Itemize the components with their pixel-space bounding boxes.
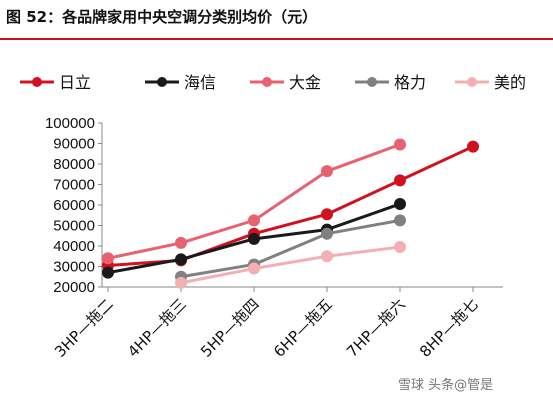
legend-label-3: 大金	[289, 73, 321, 92]
point-series-3-3	[248, 214, 260, 227]
legend-label-2: 海信	[184, 73, 216, 92]
legend-marker-4	[367, 77, 377, 87]
point-series-2-3	[248, 232, 260, 245]
point-series-3-2	[175, 236, 187, 249]
point-series-3-4	[321, 165, 333, 178]
x-tick-label-3: 5HP—拖四	[197, 295, 263, 361]
legend-marker-2	[157, 77, 167, 87]
legend-marker-5	[467, 77, 477, 87]
legend-label-4: 格力	[394, 73, 426, 92]
point-series-2-5	[394, 197, 406, 210]
point-series-5-2	[175, 276, 187, 289]
point-series-5-5	[394, 241, 406, 254]
point-series-2-2	[175, 253, 187, 266]
figure-title: 图 52：各品牌家用中央空调分类别均价（元）	[6, 8, 318, 26]
legend-marker-3	[262, 77, 272, 87]
point-series-1-6	[467, 140, 479, 153]
point-series-5-3	[248, 262, 260, 275]
legend-label-5: 美的	[494, 73, 526, 92]
point-series-5-4	[321, 250, 333, 263]
y-tick-label-3: 40000	[53, 238, 95, 255]
point-series-3-5	[394, 138, 406, 151]
y-tick-label-1: 20000	[53, 279, 95, 296]
legend-marker-1	[32, 77, 42, 87]
point-series-1-4	[321, 208, 333, 221]
y-tick-label-4: 50000	[53, 218, 95, 235]
x-tick-label-6: 8HP—拖七	[416, 295, 482, 361]
y-tick-label-5: 60000	[53, 197, 95, 214]
series-line-4	[180, 218, 401, 279]
title-rule	[0, 38, 553, 40]
point-series-1-5	[394, 174, 406, 187]
y-tick-label-2: 30000	[53, 259, 95, 276]
point-series-3-1	[102, 252, 114, 265]
point-series-4-4	[321, 227, 333, 240]
series-line-5	[180, 245, 401, 285]
y-tick-label-8: 90000	[53, 136, 95, 153]
x-tick-label-2: 4HP—拖三	[124, 295, 190, 361]
y-tick-label-6: 70000	[53, 177, 95, 194]
x-tick-label-4: 6HP—拖五	[270, 295, 336, 361]
x-tick-label-5: 7HP—拖六	[343, 295, 409, 361]
point-series-4-5	[394, 214, 406, 227]
x-tick-label-1: 3HP—拖二	[51, 295, 117, 361]
watermark: 雪球 头条@管是	[398, 378, 494, 393]
point-series-2-1	[102, 266, 114, 279]
y-tick-label-9: 100000	[45, 115, 95, 132]
y-tick-label-7: 80000	[53, 156, 95, 173]
legend-label-1: 日立	[59, 73, 91, 92]
